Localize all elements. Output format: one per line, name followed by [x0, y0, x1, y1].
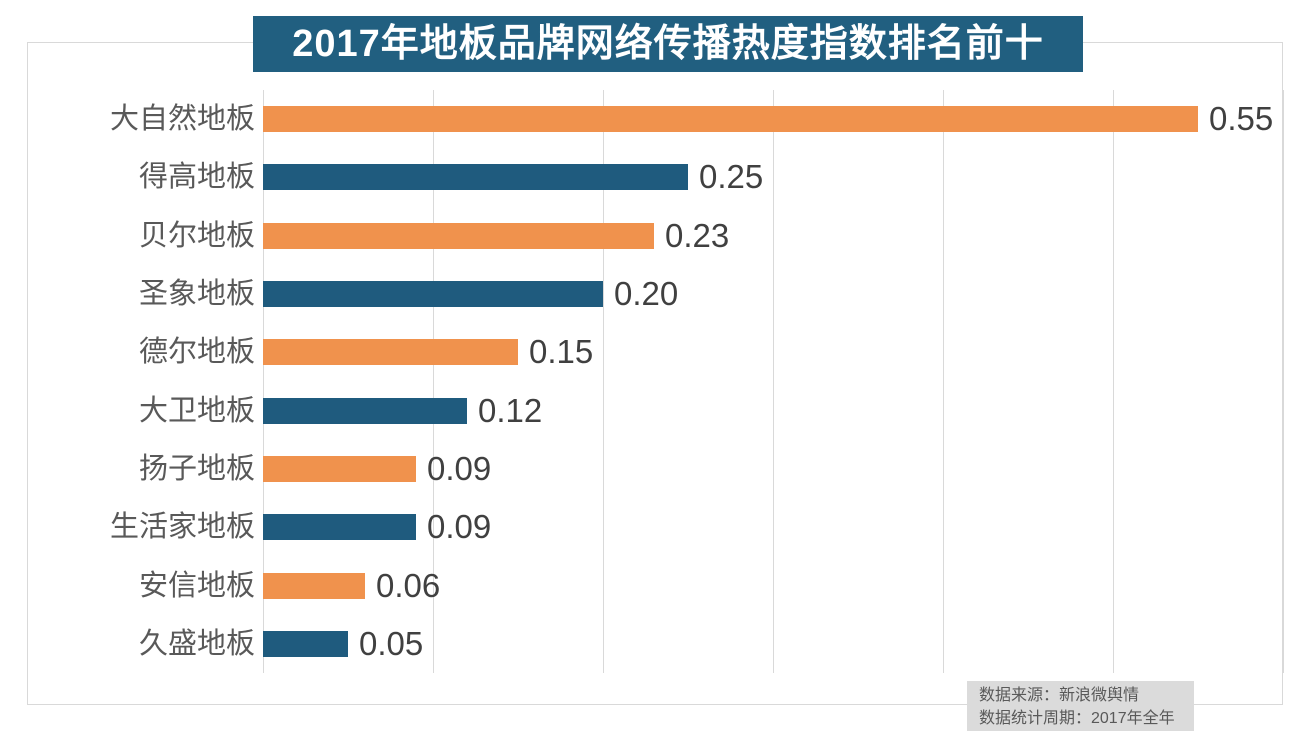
bar [263, 514, 416, 540]
value-label: 0.55 [1209, 100, 1274, 137]
bar [263, 631, 348, 657]
plot-area [263, 90, 1284, 673]
category-label: 得高地板 [138, 161, 255, 193]
category-label: 久盛地板 [138, 628, 255, 660]
category-label: 大自然地板 [109, 103, 255, 135]
bar [263, 223, 654, 249]
source-note-line1: 数据来源：新浪微舆情 [979, 687, 1140, 704]
chart-title: 2017年地板品牌网络传播热度指数排名前十 [253, 16, 1083, 72]
gridline-0.1 [433, 90, 434, 673]
source-note-line2: 数据统计周期：2017年全年 [979, 710, 1175, 727]
category-label: 贝尔地板 [138, 220, 255, 252]
category-label: 德尔地板 [138, 336, 255, 368]
value-label: 0.12 [478, 392, 543, 429]
gridline-0.3 [773, 90, 774, 673]
value-label: 0.05 [359, 625, 424, 662]
bar [263, 456, 416, 482]
bar [263, 398, 467, 424]
value-label: 0.15 [529, 333, 594, 370]
gridline-0.6 [1283, 90, 1284, 673]
gridline-0.5 [1113, 90, 1114, 673]
value-label: 0.06 [376, 567, 441, 604]
value-label: 0.09 [427, 508, 492, 545]
gridline-0.0 [263, 90, 264, 673]
category-label: 圣象地板 [138, 278, 255, 310]
value-label: 0.20 [614, 275, 679, 312]
bar [263, 573, 365, 599]
gridline-0.4 [943, 90, 944, 673]
category-label: 大卫地板 [138, 395, 255, 427]
category-label: 扬子地板 [138, 453, 255, 485]
bar [263, 164, 688, 190]
bar [263, 106, 1198, 132]
bar [263, 339, 518, 365]
value-label: 0.23 [665, 217, 730, 254]
gridline-0.2 [603, 90, 604, 673]
category-label: 安信地板 [138, 570, 255, 602]
bar [263, 281, 603, 307]
source-note: 数据来源：新浪微舆情 数据统计周期：2017年全年 [967, 681, 1194, 731]
category-label: 生活家地板 [109, 511, 255, 543]
value-label: 0.09 [427, 450, 492, 487]
value-label: 0.25 [699, 158, 764, 195]
